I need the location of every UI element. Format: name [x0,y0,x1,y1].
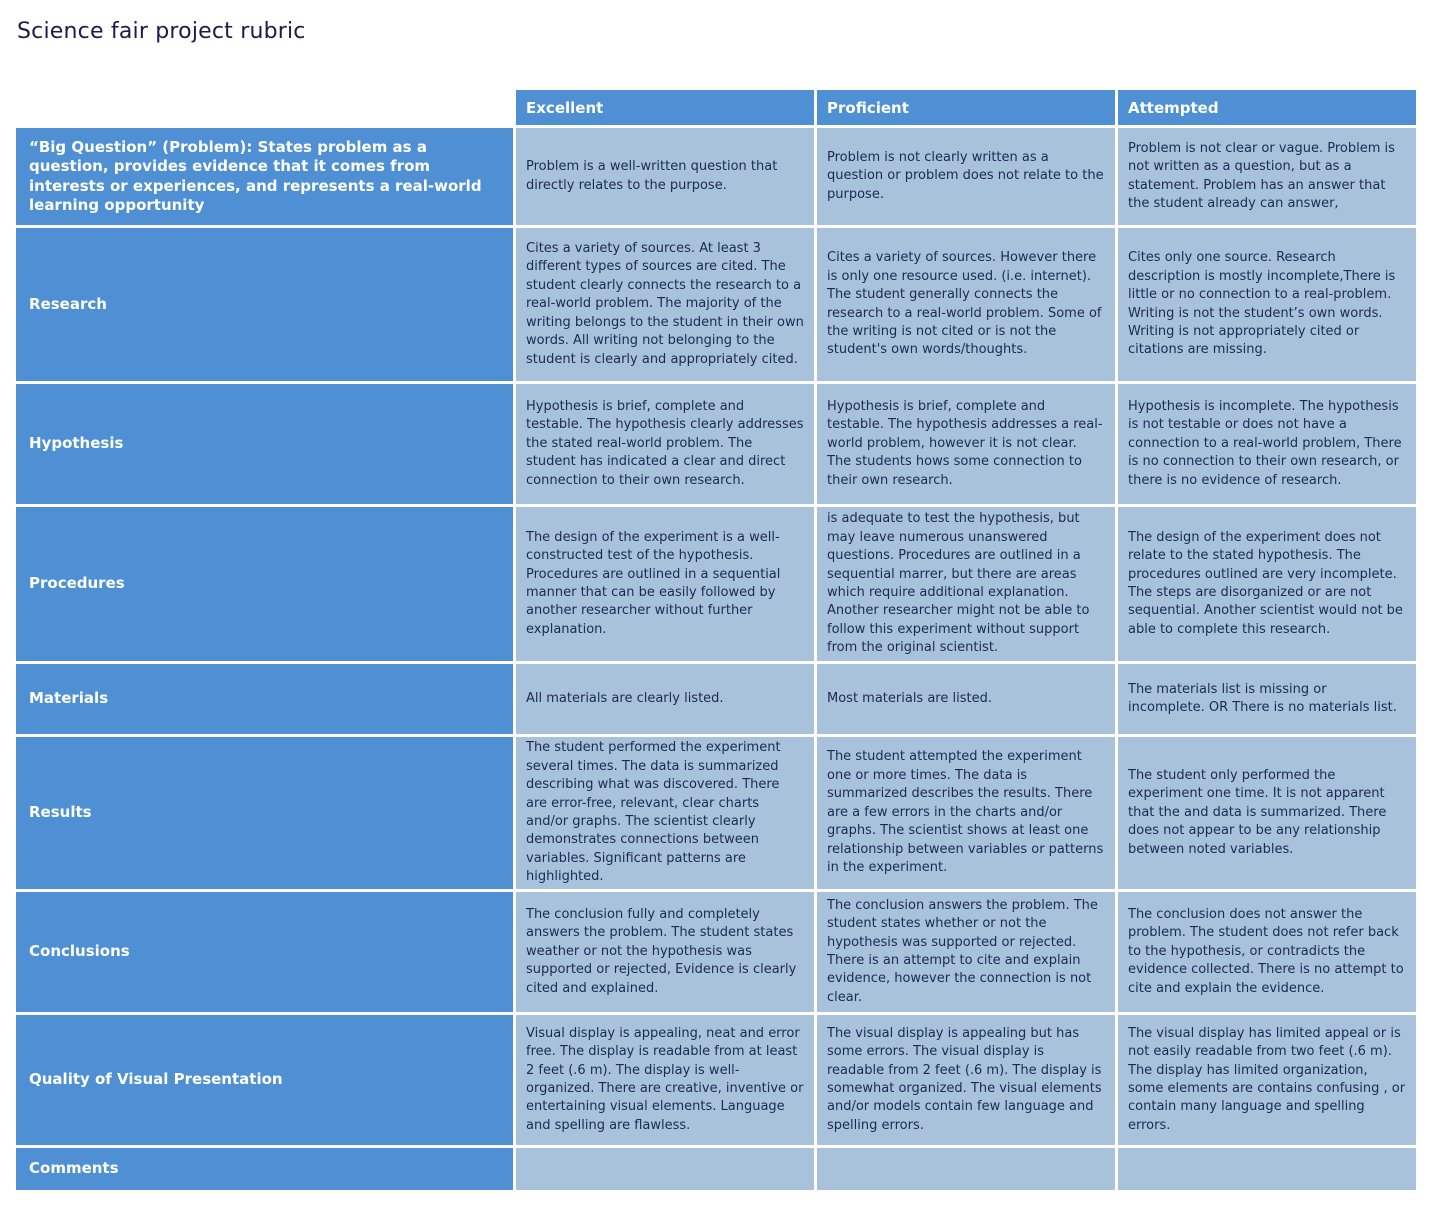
cell-research-excellent: Cites a variety of sources. At least 3 d… [516,228,814,381]
cell-comments-proficient [817,1148,1115,1190]
cell-quality-excellent: Visual display is appealing, neat and er… [516,1015,814,1145]
cell-results-attempted: The student only performed the experimen… [1118,737,1416,889]
row-label-hypothesis: Hypothesis [16,384,513,504]
cell-comments-attempted [1118,1148,1416,1190]
cell-procedures-excellent: The design of the experiment is a well-c… [516,507,814,661]
cell-procedures-attempted: The design of the experiment does not re… [1118,507,1416,661]
cell-big-question-excellent: Problem is a well-written question that … [516,128,814,225]
column-header-excellent: Excellent [516,90,814,125]
page-title: Science fair project rubric [17,19,306,44]
column-header-attempted: Attempted [1118,90,1416,125]
cell-results-proficient: The student attempted the experiment one… [817,737,1115,889]
row-label-procedures: Procedures [16,507,513,661]
cell-big-question-proficient: Problem is not clearly written as a ques… [817,128,1115,225]
cell-comments-excellent [516,1148,814,1190]
row-label-quality-of-visual-presentation: Quality of Visual Presentation [16,1015,513,1145]
cell-materials-proficient: Most materials are listed. [817,664,1115,734]
cell-hypothesis-excellent: Hypothesis is brief, complete and testab… [516,384,814,504]
row-label-research: Research [16,228,513,381]
cell-results-excellent: The student performed the experiment sev… [516,737,814,889]
cell-big-question-attempted: Problem is not clear or vague. Problem i… [1118,128,1416,225]
cell-conclusions-proficient: The conclusion answers the problem. The … [817,892,1115,1012]
row-label-materials: Materials [16,664,513,734]
cell-hypothesis-proficient: Hypothesis is brief, complete and testab… [817,384,1115,504]
cell-hypothesis-attempted: Hypothesis is incomplete. The hypothesis… [1118,384,1416,504]
row-label-results: Results [16,737,513,889]
column-header-proficient: Proficient [817,90,1115,125]
cell-materials-attempted: The materials list is missing or incompl… [1118,664,1416,734]
cell-procedures-proficient: is adequate to test the hypothesis, but … [817,507,1115,661]
cell-conclusions-excellent: The conclusion fully and completely answ… [516,892,814,1012]
cell-research-proficient: Cites a variety of sources. However ther… [817,228,1115,381]
cell-materials-excellent: All materials are clearly listed. [516,664,814,734]
row-label-comments: Comments [16,1148,513,1190]
cell-conclusions-attempted: The conclusion does not answer the probl… [1118,892,1416,1012]
cell-quality-proficient: The visual display is appealing but has … [817,1015,1115,1145]
row-label-conclusions: Conclusions [16,892,513,1012]
table-corner-cell [16,90,513,125]
cell-research-attempted: Cites only one source. Research descript… [1118,228,1416,381]
row-label-big-question: “Big Question” (Problem): States problem… [16,128,513,225]
cell-quality-attempted: The visual display has limited appeal or… [1118,1015,1416,1145]
rubric-table: Excellent Proficient Attempted “Big Ques… [16,90,1416,1190]
